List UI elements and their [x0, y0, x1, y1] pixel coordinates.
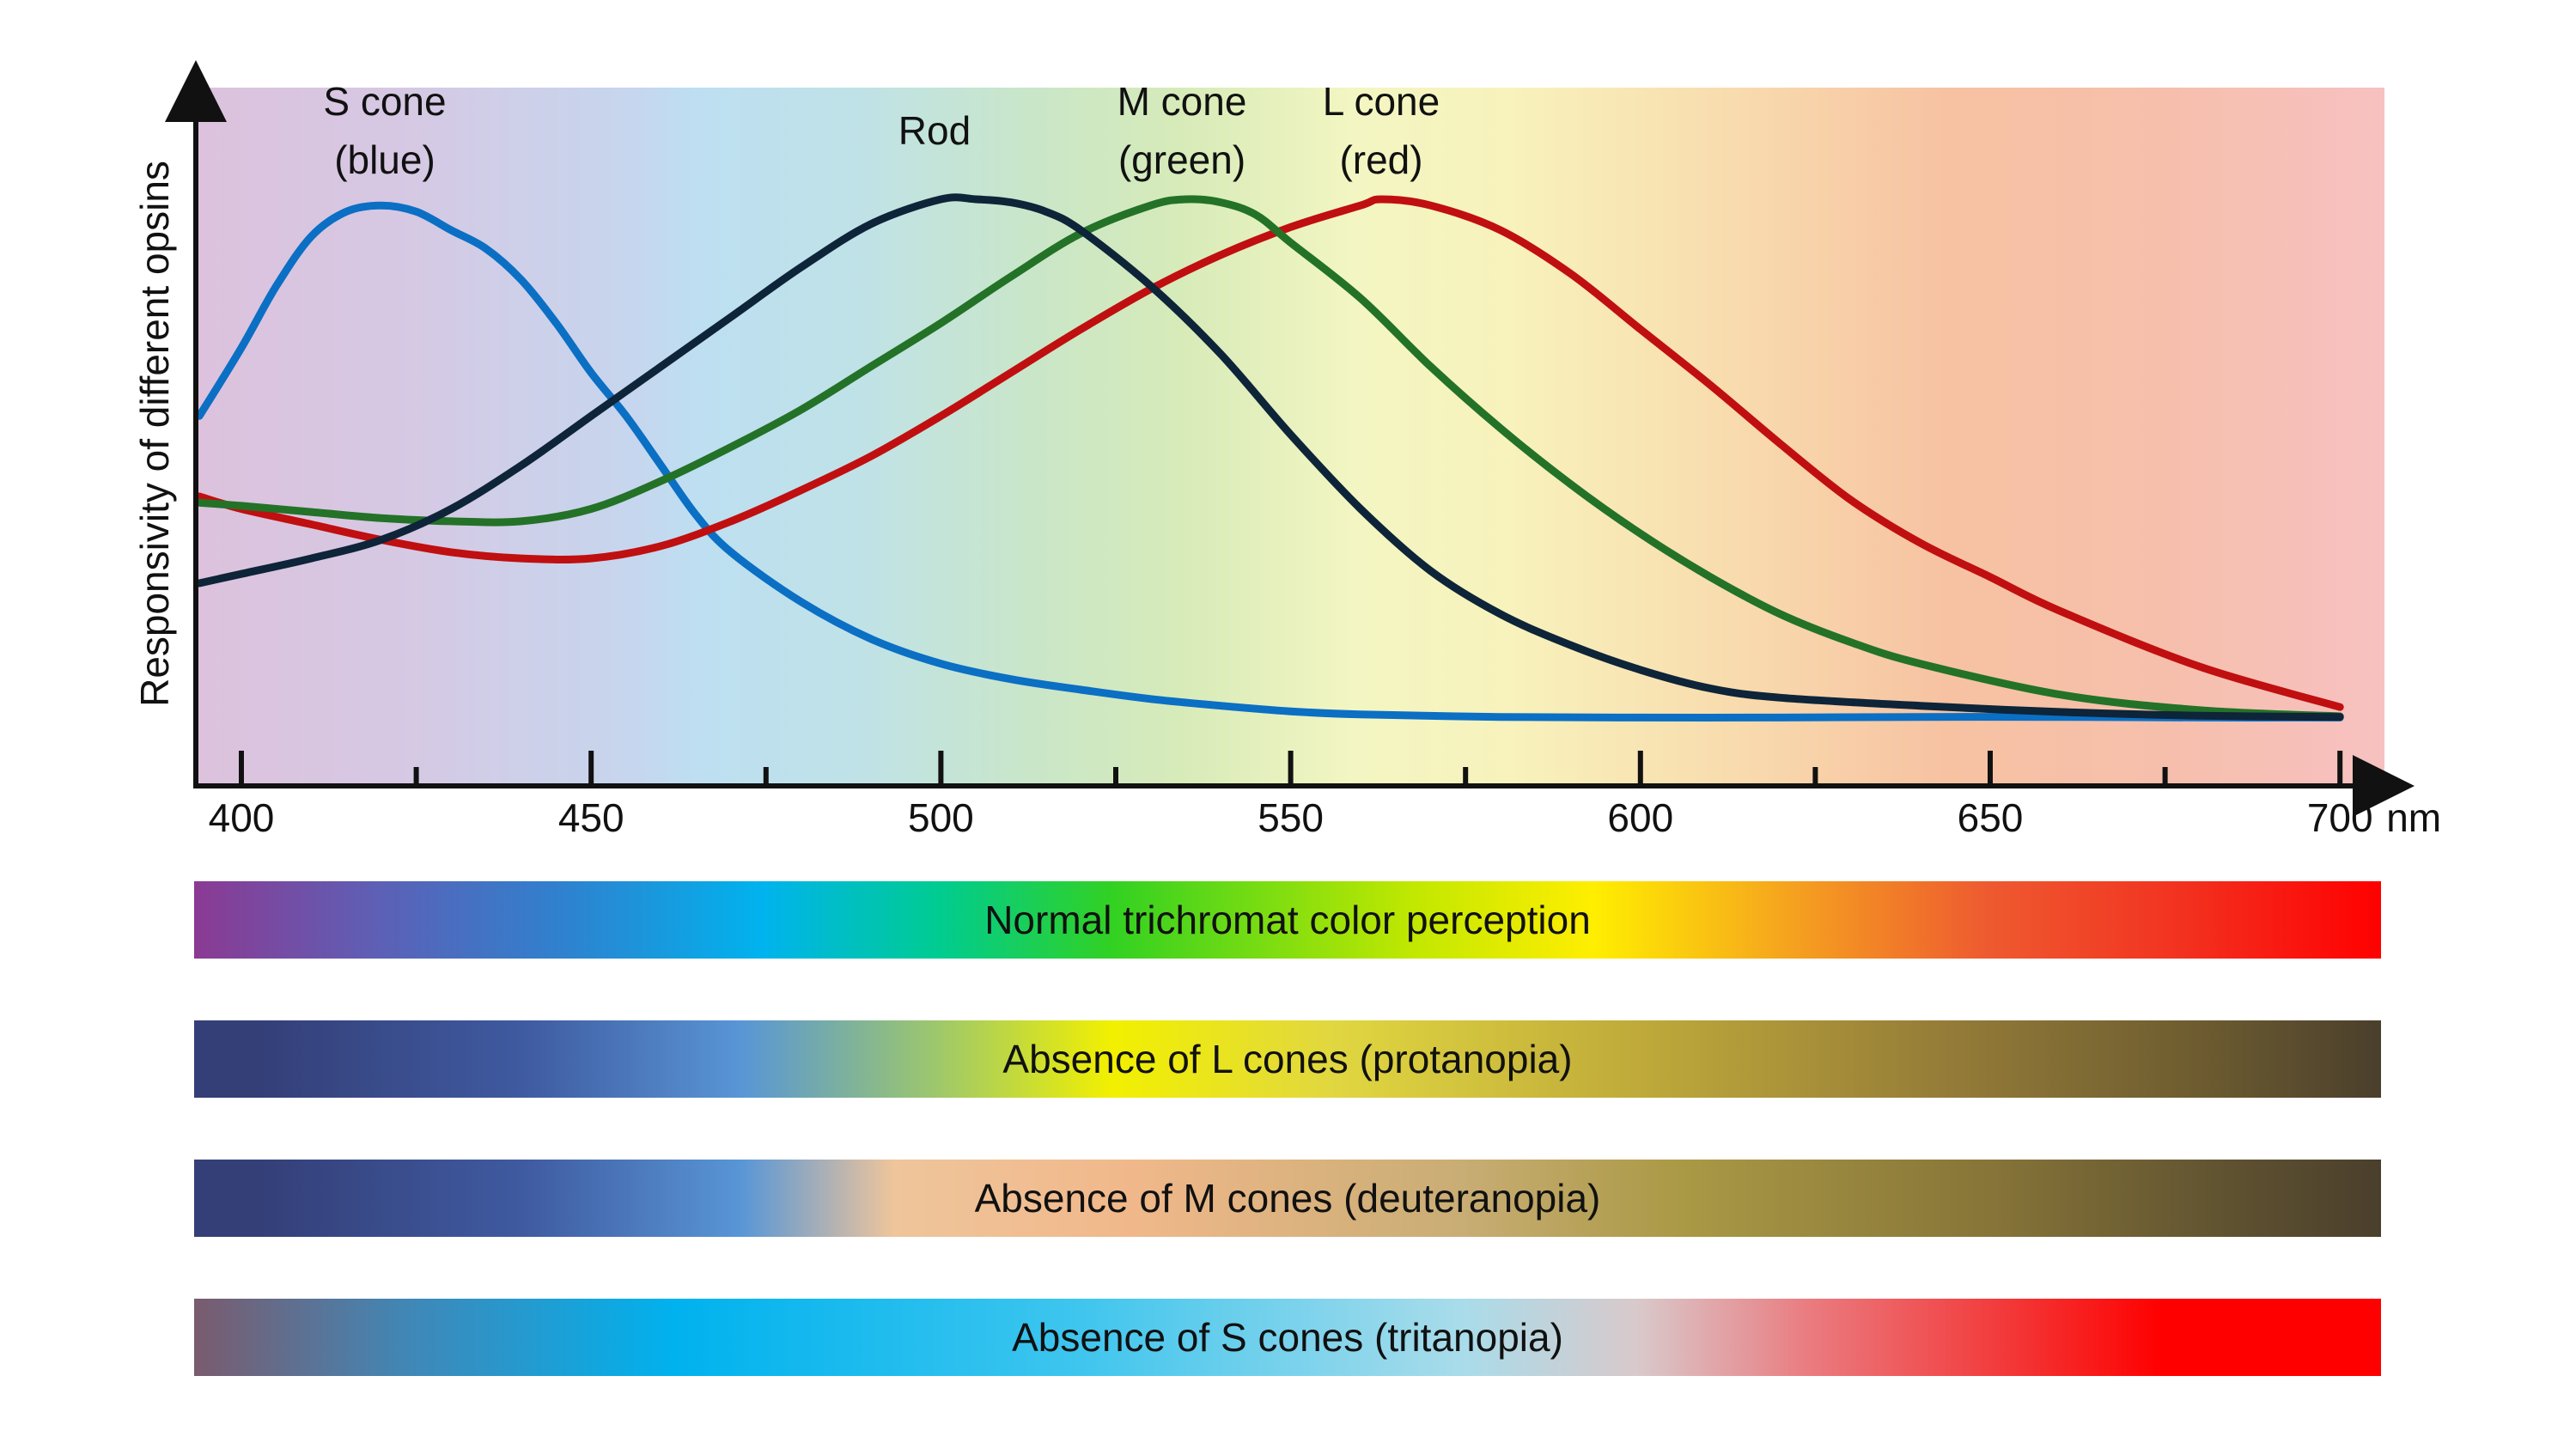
deuteranopia-spectrum-label: Absence of M cones (deuteranopia)	[974, 1176, 1601, 1221]
tritanopia-spectrum-bar: Absence of S cones (tritanopia)	[194, 1299, 2381, 1376]
axes: 400 450 500 550 600 650 700 nm Responsivity of d…	[132, 60, 2441, 840]
normal-spectrum-label: Normal trichromat color perception	[984, 898, 1591, 942]
x-axis-unit: nm	[2386, 795, 2441, 840]
deuteranopia-spectrum-bar: Absence of M cones (deuteranopia)	[194, 1160, 2381, 1237]
curve-label: S cone	[323, 79, 446, 124]
curve-label: M cone	[1117, 79, 1247, 124]
curve-label: L cone	[1323, 79, 1440, 124]
x-tick-label: 400	[209, 795, 275, 840]
curve-label: (blue)	[334, 137, 435, 182]
curve-labels: S cone (blue) Rod M cone (green) L cone (red)	[323, 79, 1440, 182]
y-axis-title: Responsivity of different opsins	[132, 161, 177, 707]
series-layer	[195, 193, 2344, 721]
x-tick-label: 600	[1607, 795, 1673, 840]
curve-label: Rod	[898, 108, 971, 153]
curve-label: (green)	[1118, 137, 1245, 182]
x-tick-label: 550	[1258, 795, 1324, 840]
s-cone-curve	[195, 201, 2344, 721]
tritanopia-spectrum-label: Absence of S cones (tritanopia)	[1012, 1315, 1563, 1360]
x-tick-label: 450	[558, 795, 624, 840]
normal-spectrum-bar: Normal trichromat color perception	[194, 881, 2381, 959]
rod-curve	[195, 193, 2344, 721]
x-tick-label: 650	[1958, 795, 2024, 840]
curve-label: (red)	[1339, 137, 1422, 182]
x-tick-label: 500	[908, 795, 974, 840]
protanopia-spectrum-label: Absence of L cones (protanopia)	[1002, 1037, 1573, 1081]
l-cone-curve	[195, 195, 2344, 711]
x-tick-label: 700	[2307, 795, 2373, 840]
m-cone-curve	[195, 195, 2344, 721]
protanopia-spectrum-bar: Absence of L cones (protanopia)	[194, 1020, 2381, 1098]
